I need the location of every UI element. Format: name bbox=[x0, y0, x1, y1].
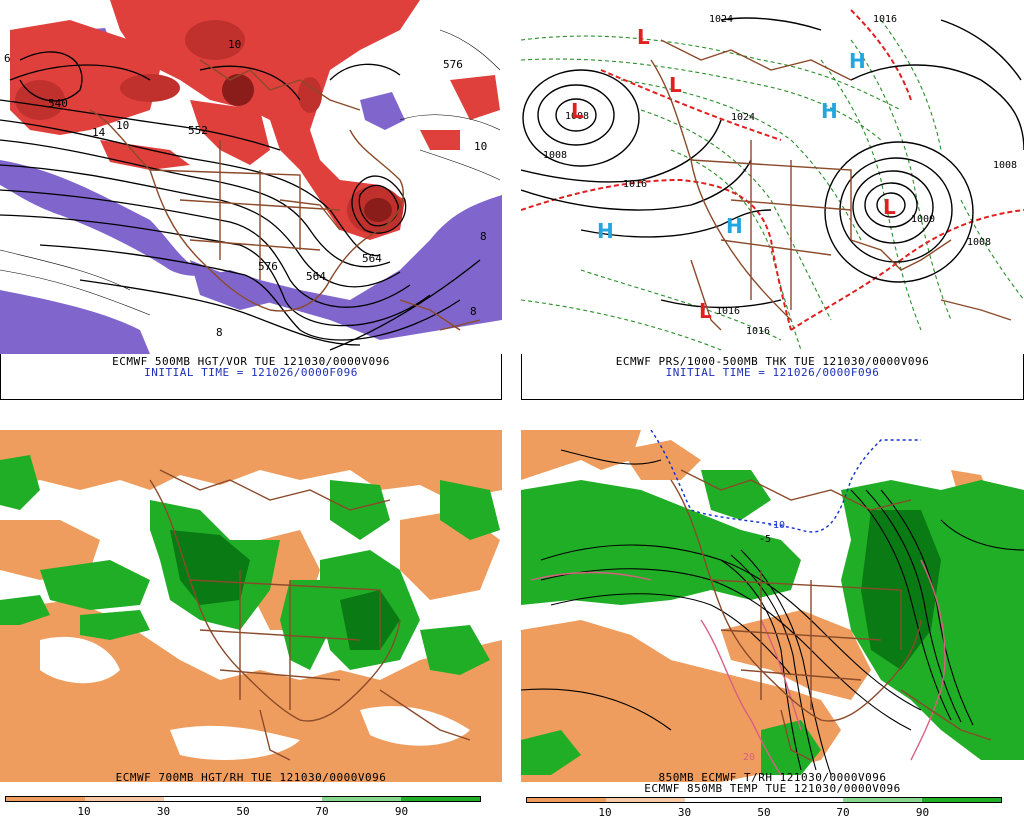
map-pressure-thickness: 1008 1016 1024 1016 1016 1008 1000 1008 … bbox=[521, 0, 1024, 354]
low-pressure-marker: L bbox=[699, 299, 712, 323]
isotherm-label: -10 bbox=[767, 520, 785, 531]
low-pressure-marker: L bbox=[883, 195, 896, 219]
panel-500mb-vorticity: 540 552 576 576 564 564 14 10 10 8 8 8 6… bbox=[0, 0, 502, 400]
contour-label: 576 bbox=[443, 58, 463, 71]
map-850mb-temp-rh: 20 -10 -5 bbox=[521, 430, 1024, 782]
high-pressure-marker: H bbox=[821, 99, 838, 123]
scale-tick: 70 bbox=[836, 806, 850, 819]
map-700mb-rh bbox=[0, 430, 502, 782]
isotherm-label: -5 bbox=[759, 534, 771, 545]
scale-tick: 90 bbox=[915, 806, 930, 819]
scale-tick: 10 bbox=[77, 805, 91, 818]
isobar-label: 1008 bbox=[993, 160, 1017, 171]
scale-tick: 10 bbox=[598, 806, 612, 819]
high-pressure-marker: H bbox=[597, 219, 614, 243]
panel-subtitle: INITIAL TIME = 121026/0000F096 bbox=[665, 366, 880, 379]
isobar-label: 1016 bbox=[623, 179, 647, 190]
contour-label: 552 bbox=[188, 124, 208, 137]
panel-subtitle: ECMWF 850MB TEMP TUE 121030/0000V096 bbox=[644, 782, 901, 795]
scale-tick: 30 bbox=[156, 805, 171, 818]
contour-label: 8 bbox=[480, 230, 487, 243]
panel-700mb-rh: ECMWF 700MB HGT/RH TUE 121030/0000V096 1… bbox=[0, 418, 502, 819]
contour-label: 8 bbox=[216, 326, 223, 339]
isobar-label: 1008 bbox=[543, 150, 567, 161]
scale-tick: 50 bbox=[757, 806, 771, 819]
isobar-label: 1024 bbox=[731, 112, 755, 123]
scale-tick: 70 bbox=[315, 805, 329, 818]
isobar-label: 1016 bbox=[746, 326, 770, 337]
map-500mb-vorticity: 540 552 576 576 564 564 14 10 10 8 8 8 6… bbox=[0, 0, 502, 354]
rh-color-scale: 10 30 50 70 90 bbox=[526, 797, 1002, 823]
scale-tick: 30 bbox=[677, 806, 692, 819]
contour-label: 6 bbox=[4, 52, 11, 65]
isotherm-label: 20 bbox=[743, 752, 755, 763]
panel-title: ECMWF PRS/1000-500MB THK TUE 121030/0000… bbox=[615, 355, 930, 368]
high-pressure-marker: H bbox=[726, 214, 743, 238]
contour-label: 8 bbox=[470, 305, 477, 318]
high-pressure-marker: H bbox=[849, 49, 866, 73]
scale-tick: 90 bbox=[394, 805, 409, 818]
contour-label: 10 bbox=[116, 119, 129, 132]
contour-label: 564 bbox=[362, 252, 382, 265]
low-pressure-marker: L bbox=[571, 99, 584, 123]
panel-subtitle: INITIAL TIME = 121026/0000F096 bbox=[144, 366, 358, 379]
panel-pressure-thickness: 1008 1016 1024 1016 1016 1008 1000 1008 … bbox=[521, 0, 1024, 400]
low-pressure-marker: L bbox=[637, 25, 650, 49]
rh-color-scale: 10 30 50 70 90 bbox=[5, 796, 481, 822]
contour-label: 10 bbox=[474, 140, 487, 153]
isobar-label: 1016 bbox=[873, 14, 897, 25]
panel-title: ECMWF 500MB HGT/VOR TUE 121030/0000V096 bbox=[112, 355, 390, 368]
isobar-label: 1016 bbox=[716, 306, 740, 317]
panel-850mb-temp-rh: 20 -10 -5 850MB ECMWF T/RH 121030/0000V0… bbox=[521, 418, 1024, 819]
panel-title: 850MB ECMWF T/RH 121030/0000V096 bbox=[658, 771, 887, 784]
panel-title: ECMWF 700MB HGT/RH TUE 121030/0000V096 bbox=[115, 771, 387, 784]
contour-label: 10 bbox=[228, 38, 241, 51]
contour-label: 564 bbox=[306, 270, 326, 283]
contour-label: 576 bbox=[258, 260, 278, 273]
isobar-label: 1008 bbox=[565, 111, 589, 122]
isobar-label: 1024 bbox=[709, 14, 733, 25]
isobar-label: 1000 bbox=[911, 214, 935, 225]
scale-tick: 50 bbox=[236, 805, 250, 818]
contour-label: 14 bbox=[92, 126, 106, 139]
low-pressure-marker: L bbox=[669, 73, 682, 97]
contour-label: 540 bbox=[48, 97, 68, 110]
isobar-label: 1008 bbox=[967, 237, 991, 248]
